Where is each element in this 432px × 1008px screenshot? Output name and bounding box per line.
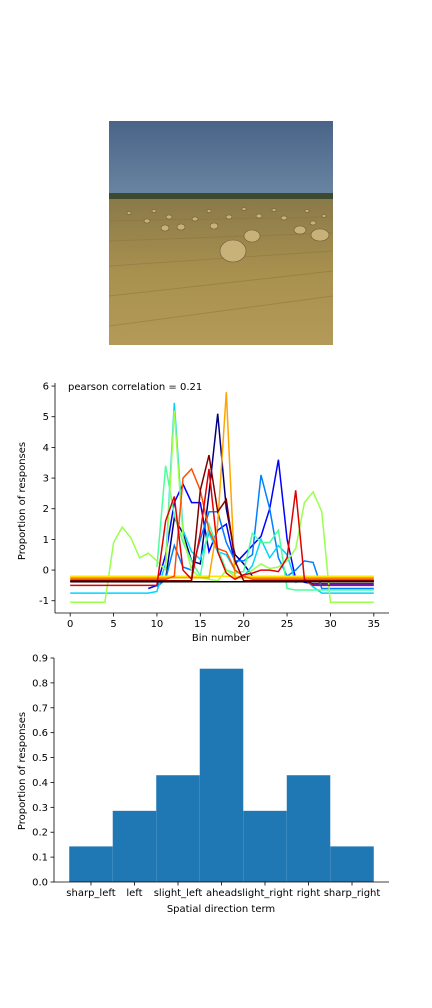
- x-tick-label: 30: [324, 619, 337, 630]
- line-chart: pearson correlation = 0.21 0 5 10 15 20 25 30 3…: [17, 382, 389, 644]
- y-tick-label: 0.9: [32, 654, 48, 665]
- bar-chart-plot-area: [69, 668, 374, 882]
- series-line-3: [70, 402, 374, 594]
- y-tick-label: 0.4: [32, 778, 48, 789]
- y-tick-label: 0.2: [32, 828, 48, 839]
- series-line-8: [70, 467, 374, 581]
- bar-left: [112, 810, 157, 882]
- line-chart-plot-area: [70, 392, 374, 604]
- x-tick-label: sharp_right: [324, 888, 381, 899]
- x-tick-label: 0: [67, 619, 73, 630]
- y-tick-label: 2: [43, 504, 49, 515]
- x-tick-label: left: [126, 888, 142, 899]
- bar-chart-xlabel: Spatial direction term: [167, 904, 275, 915]
- y-tick-label: 5: [43, 412, 49, 423]
- bar-chart: sharp_left left slight_left ahead slight_rig…: [17, 654, 389, 915]
- x-tick-label: 25: [281, 619, 294, 630]
- line-chart-axes: 0 5 10 15 20 25 30 35 -1 0 1 2 3 4 5 6: [39, 382, 389, 630]
- series-line-1: [148, 459, 374, 590]
- x-tick-label: slight_left: [154, 888, 203, 899]
- x-tick-label: ahead: [206, 888, 237, 899]
- x-tick-label: 5: [110, 619, 116, 630]
- y-tick-label: 1: [43, 535, 49, 546]
- bar-chart-axes: sharp_left left slight_left ahead slight_rig…: [32, 654, 389, 899]
- x-tick-label: 35: [367, 619, 380, 630]
- hay-field-image: [109, 121, 333, 345]
- y-tick-label: 0.3: [32, 803, 48, 814]
- y-tick-label: 0.8: [32, 678, 48, 689]
- bar-slight_left: [156, 775, 200, 882]
- bar-ahead: [199, 668, 244, 882]
- y-tick-label: 0.0: [32, 878, 48, 889]
- x-tick-label: right: [297, 888, 321, 899]
- bar-chart-ylabel: Proportion of responses: [17, 712, 28, 830]
- line-chart-ylabel: Proportion of responses: [17, 442, 28, 560]
- bar-sharp_right: [330, 846, 374, 882]
- series-line-2: [156, 474, 374, 590]
- y-tick-label: 0.7: [32, 703, 48, 714]
- line-chart-xlabel: Bin number: [192, 633, 251, 644]
- series-line-10: [70, 454, 374, 582]
- series-line-7: [70, 392, 374, 579]
- hay-field-photo: [109, 121, 333, 345]
- y-tick-label: 6: [43, 382, 49, 393]
- x-tick-label: 10: [151, 619, 164, 630]
- y-tick-label: 4: [43, 443, 49, 454]
- y-tick-label: 0.5: [32, 753, 48, 764]
- series-line-4: [156, 465, 374, 591]
- y-tick-label: 0: [43, 566, 49, 577]
- y-tick-label: 0.1: [32, 853, 48, 864]
- x-tick-label: slight_right: [237, 888, 293, 899]
- bar-sharp_left: [69, 846, 113, 882]
- line-chart-title: pearson correlation = 0.21: [68, 382, 202, 393]
- bar-right: [286, 775, 331, 882]
- x-tick-label: sharp_left: [66, 888, 115, 899]
- y-tick-label: 0.6: [32, 728, 48, 739]
- series-line-9: [70, 468, 374, 587]
- bar-slight_right: [243, 810, 287, 882]
- y-tick-label: 3: [43, 474, 49, 485]
- y-tick-label: -1: [39, 596, 49, 607]
- x-tick-label: 20: [237, 619, 250, 630]
- x-tick-label: 15: [194, 619, 207, 630]
